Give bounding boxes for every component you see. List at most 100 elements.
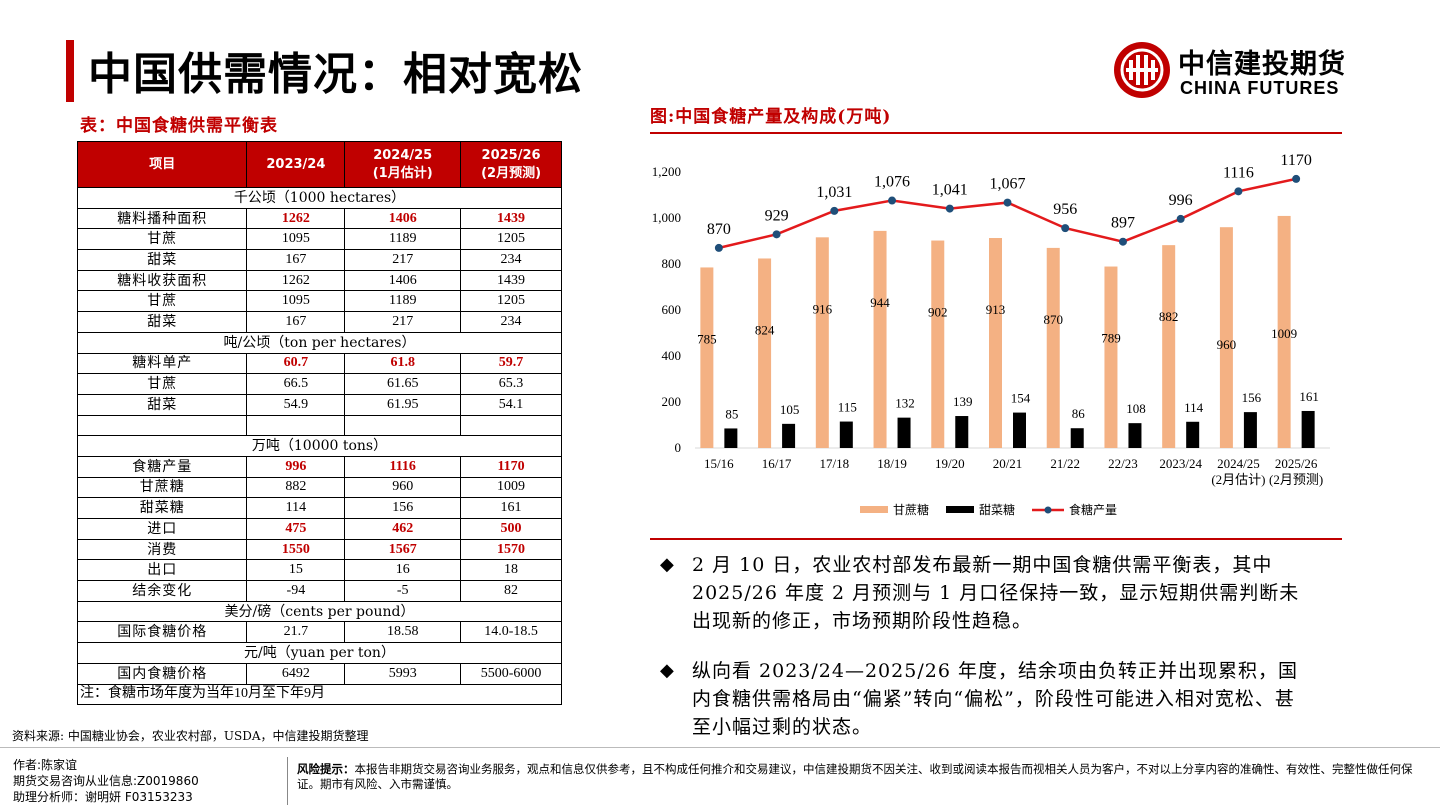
production-marker bbox=[1003, 198, 1012, 207]
cell-value: 18 bbox=[460, 559, 562, 582]
row-label: 甘蔗糖 bbox=[76, 476, 248, 499]
cell-value: 167 bbox=[246, 311, 346, 333]
row-label: 糖料播种面积 bbox=[76, 207, 248, 230]
table-row: 甜菜 54.9 61.95 54.1 bbox=[76, 393, 562, 416]
cell-value: 960 bbox=[344, 476, 462, 499]
y-tick-label: 1,200 bbox=[652, 164, 681, 179]
production-label: 1,076 bbox=[874, 174, 910, 191]
cane-sugar-bar bbox=[989, 238, 1002, 448]
row-label: 甜菜糖 bbox=[76, 497, 248, 519]
table-row: 消费 1550 1567 1570 bbox=[76, 538, 562, 561]
cell-value: 1189 bbox=[344, 228, 462, 251]
risk-disclaimer: 风险提示：本报告非期货交易咨询业务服务，观点和信息仅供参考，且不构成任何推介和交… bbox=[297, 762, 1417, 792]
table-header-cell: 2024/25 (1月估计) bbox=[344, 141, 462, 188]
cane-sugar-label: 902 bbox=[928, 305, 948, 320]
cane-sugar-bar bbox=[1104, 266, 1118, 448]
row-label: 进口 bbox=[76, 518, 248, 540]
cell-value: 21.7 bbox=[246, 621, 346, 644]
cell-value bbox=[460, 414, 562, 437]
production-marker bbox=[1061, 224, 1070, 233]
x-tick-label: 21/22 bbox=[1050, 456, 1080, 471]
risk-label: 风险提示： bbox=[297, 762, 355, 776]
cane-sugar-label: 882 bbox=[1159, 309, 1179, 324]
x-tick-label: (2月估计) bbox=[1211, 472, 1265, 487]
table-row bbox=[76, 414, 562, 437]
cell-value: 5500-6000 bbox=[460, 662, 562, 685]
y-tick-label: 0 bbox=[675, 440, 682, 455]
beet-sugar-label: 156 bbox=[1242, 390, 1262, 405]
cell-value: 1406 bbox=[344, 269, 462, 292]
table-header-cell: 2023/24 bbox=[246, 141, 346, 188]
author: 作者:陈家谊 bbox=[13, 758, 78, 772]
bullet-item: ◆ 2 月 10 日，农业农村部发布最新一期中国食糖供需平衡表，其中 2025/… bbox=[660, 551, 1310, 635]
cell-value: 234 bbox=[460, 311, 562, 333]
cane-sugar-bar bbox=[1277, 215, 1291, 448]
cell-value: 5993 bbox=[344, 662, 462, 685]
cell-value: 1170 bbox=[460, 455, 562, 478]
cell-value: -94 bbox=[246, 580, 346, 602]
cell-value: 1095 bbox=[246, 290, 346, 313]
cane-sugar-bar bbox=[1046, 247, 1060, 448]
row-label: 糖料收获面积 bbox=[76, 269, 248, 292]
row-label: 国际食糖价格 bbox=[76, 621, 248, 644]
production-label: 897 bbox=[1111, 215, 1135, 232]
production-label: 870 bbox=[707, 221, 731, 238]
row-label: 甘蔗 bbox=[76, 290, 248, 313]
table-row: 糖料收获面积 1262 1406 1439 bbox=[76, 269, 562, 292]
beet-sugar-bar bbox=[897, 417, 911, 448]
supply-demand-table: 项目 2023/24 2024/25 (1月估计) 2025/26 (2月预测) 千公顷（… bbox=[76, 141, 562, 706]
bullet-item: ◆ 纵向看 2023/24—2025/26 年度，结余项由负转正并出现累积，国内… bbox=[660, 657, 1310, 741]
row-label: 结余变化 bbox=[76, 580, 248, 602]
footer-divider bbox=[0, 747, 1440, 748]
table-row: 甘蔗糖 882 960 1009 bbox=[76, 476, 562, 499]
beet-sugar-bar bbox=[1301, 410, 1315, 448]
cell-value: 61.8 bbox=[344, 352, 462, 375]
production-marker bbox=[1176, 214, 1185, 223]
beet-sugar-label: 114 bbox=[1184, 400, 1204, 415]
cell-value: 475 bbox=[246, 518, 346, 540]
row-label: 消费 bbox=[76, 538, 248, 561]
table-header-cell: 项目 bbox=[76, 141, 248, 188]
cane-sugar-label: 944 bbox=[870, 295, 890, 310]
production-label: 1,031 bbox=[816, 184, 852, 201]
table-section-row: 元/吨（yuan per ton） bbox=[77, 642, 562, 664]
chart-bottom-rule bbox=[650, 538, 1342, 540]
cell-value: 1439 bbox=[460, 207, 562, 230]
x-tick-label: 22/23 bbox=[1108, 456, 1138, 471]
production-label: 1,041 bbox=[932, 182, 968, 199]
cell-value: 1406 bbox=[344, 207, 462, 230]
x-tick-label: 15/16 bbox=[704, 456, 734, 471]
production-marker bbox=[945, 204, 954, 213]
cane-sugar-bar bbox=[1219, 227, 1233, 448]
x-tick-label: 16/17 bbox=[762, 456, 792, 471]
cell-value: 217 bbox=[344, 311, 462, 333]
beet-sugar-label: 85 bbox=[725, 406, 738, 421]
legend-cane-swatch bbox=[860, 506, 888, 513]
y-tick-label: 800 bbox=[662, 256, 682, 271]
cell-value: 217 bbox=[344, 249, 462, 271]
beet-sugar-label: 108 bbox=[1126, 401, 1146, 416]
cell-value: 59.7 bbox=[460, 352, 562, 375]
cell-value: 1205 bbox=[460, 290, 562, 313]
table-section-row: 千公顷（1000 hectares） bbox=[77, 187, 562, 209]
y-tick-label: 600 bbox=[662, 302, 682, 317]
row-label: 出口 bbox=[76, 559, 248, 582]
beet-sugar-bar bbox=[955, 416, 969, 448]
title-accent-bar bbox=[66, 40, 74, 102]
diamond-bullet-icon: ◆ bbox=[660, 660, 675, 681]
cell-value: 18.58 bbox=[344, 621, 462, 644]
cane-sugar-label: 789 bbox=[1101, 331, 1121, 346]
legend-line-label: 食糖产量 bbox=[1069, 502, 1117, 517]
assistant: 助理分析师：谢明妍 F03153233 bbox=[13, 790, 193, 804]
cell-value: 167 bbox=[246, 249, 346, 271]
beet-sugar-label: 86 bbox=[1072, 406, 1086, 421]
beet-sugar-label: 161 bbox=[1299, 389, 1319, 404]
section-label: 美分/磅（cents per pound） bbox=[77, 600, 562, 623]
risk-text: 本报告非期货交易咨询业务服务，观点和信息仅供参考，且不构成任何推介和交易建议，中… bbox=[297, 762, 1413, 791]
table-section-row: 美分/磅（cents per pound） bbox=[77, 600, 562, 623]
table-row: 糖料单产 60.7 61.8 59.7 bbox=[76, 352, 562, 375]
cane-sugar-bar bbox=[1162, 245, 1176, 448]
x-tick-label: 20/21 bbox=[993, 456, 1023, 471]
table-row: 甘蔗 66.5 61.65 65.3 bbox=[76, 373, 562, 395]
cell-value: 234 bbox=[460, 249, 562, 271]
